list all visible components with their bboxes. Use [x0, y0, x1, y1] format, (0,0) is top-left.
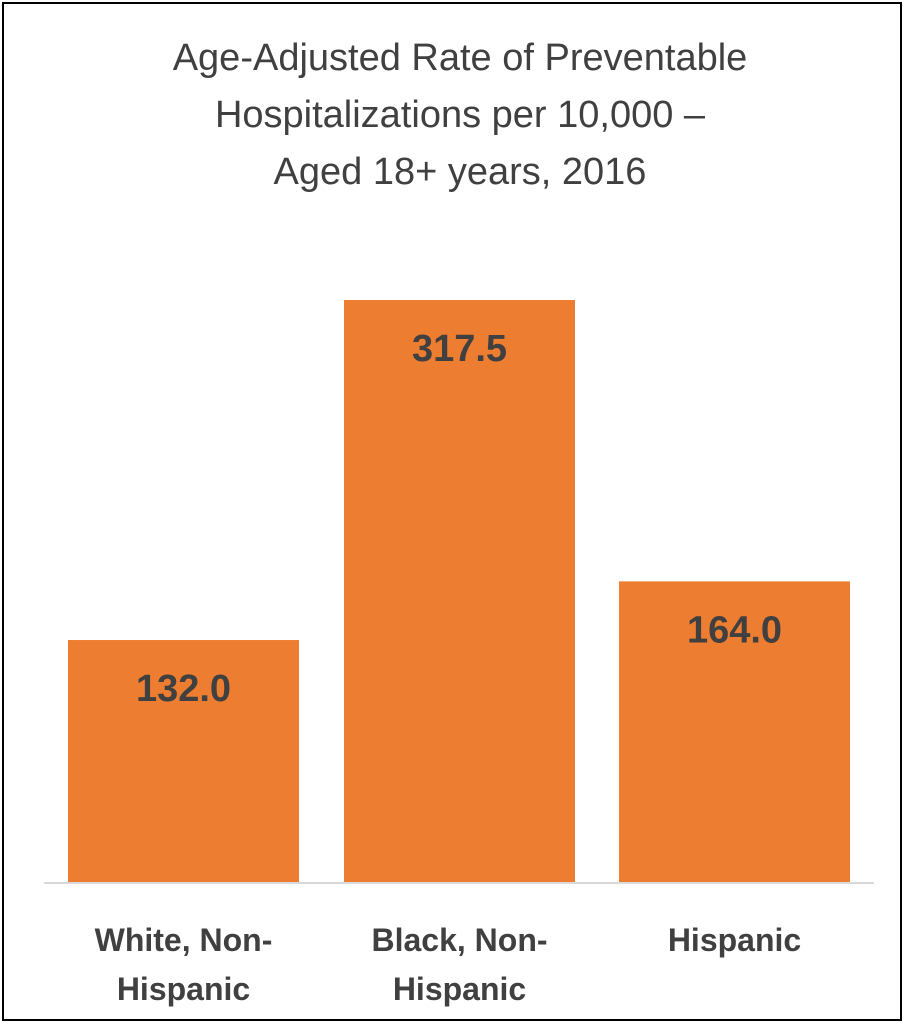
bar	[344, 300, 575, 882]
bar	[68, 640, 299, 882]
bar	[619, 581, 850, 882]
data-label: 164.0	[687, 609, 782, 651]
category-label: Hispanic	[393, 971, 526, 1007]
title-line: Age-Adjusted Rate of Preventable	[172, 37, 748, 79]
data-label: 317.5	[412, 328, 507, 370]
category-label: Hispanic	[117, 971, 250, 1007]
category-label: Black, Non-	[371, 922, 547, 958]
category-label: Hispanic	[668, 922, 801, 958]
category-label: White, Non-	[95, 922, 273, 958]
chart-title: Age-Adjusted Rate of Preventable Hospita…	[40, 30, 880, 201]
title-line: Aged 18+ years, 2016	[273, 151, 647, 193]
data-label: 132.0	[136, 668, 231, 710]
title-line: Hospitalizations per 10,000 –	[214, 94, 706, 136]
